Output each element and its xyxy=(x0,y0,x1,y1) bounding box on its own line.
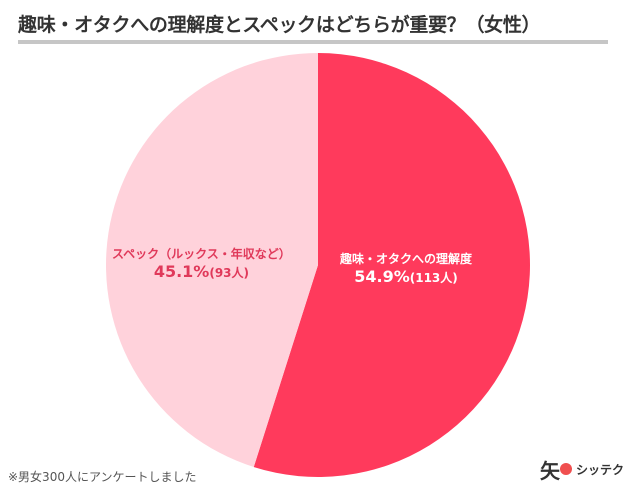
slice-name-otaku: 趣味・オタクへの理解度 xyxy=(340,252,473,266)
footnote: ※男女300人にアンケートしました xyxy=(8,470,197,484)
chart-title: 趣味・オタクへの理解度とスペックはどちらが重要？（女性） xyxy=(18,14,541,36)
title-divider xyxy=(18,40,608,44)
slice-label-spec: スペック（ルックス・年収など） 45.1%(93人) xyxy=(112,245,291,281)
logo-text: シッテク xyxy=(576,462,625,477)
logo-mark: 矢 xyxy=(540,458,560,483)
site-logo: 矢 シッテク xyxy=(540,456,634,483)
slice-percent-spec: 45.1% xyxy=(153,262,210,281)
slice-percent-otaku: 54.9% xyxy=(354,267,410,286)
slice-label-otaku: 趣味・オタクへの理解度 54.9%(113人) xyxy=(340,250,472,286)
slice-count-spec: (93人) xyxy=(209,266,249,280)
slice-count-otaku: (113人) xyxy=(409,271,458,285)
slice-name-spec: スペック（ルックス・年収など） xyxy=(112,247,291,261)
pie-slice-spec xyxy=(106,53,318,468)
pie-slice-otaku-understanding xyxy=(253,53,530,478)
logo-dot-icon xyxy=(560,463,572,475)
